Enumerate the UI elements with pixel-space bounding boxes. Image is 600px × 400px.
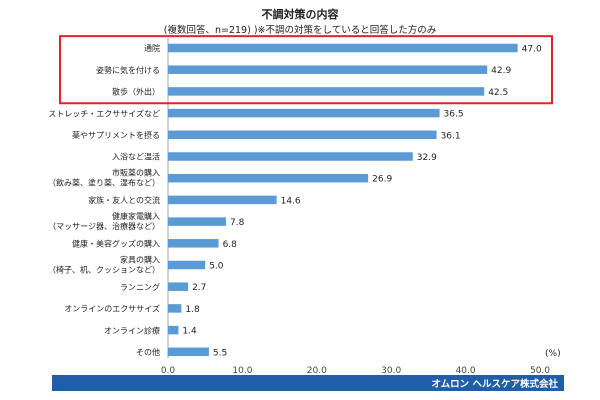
data-label: 6.8 bbox=[223, 240, 238, 250]
data-label: 36.5 bbox=[444, 110, 464, 120]
data-label: 14.6 bbox=[281, 196, 301, 206]
bar bbox=[168, 130, 437, 140]
footer-bar: オムロン ヘルスケア株式会社 bbox=[52, 375, 564, 391]
data-label: 1.4 bbox=[182, 327, 197, 337]
category-label: ストレッチ・エクササイズなど bbox=[48, 108, 160, 118]
category-label: 姿勢に気を付ける bbox=[96, 65, 160, 75]
category-label: 健康・美容グッズの購入 bbox=[72, 239, 160, 249]
category-label: 入浴など温活 bbox=[112, 152, 160, 162]
category-label: 家族・友人との交流 bbox=[88, 195, 160, 205]
category-label: オンラインのエクササイズ bbox=[64, 304, 160, 314]
category-label-sub: （椅子、机、クッションなど） bbox=[48, 265, 160, 275]
x-tick-label: 20.0 bbox=[307, 366, 327, 376]
category-label: 薬やサプリメントを摂る bbox=[72, 130, 160, 140]
bar bbox=[168, 65, 488, 74]
data-label: 47.0 bbox=[522, 45, 542, 55]
bar bbox=[168, 217, 227, 226]
x-tick-label: 50.0 bbox=[530, 366, 550, 376]
bar bbox=[168, 304, 182, 313]
category-label: その他 bbox=[136, 347, 160, 357]
data-label: 5.0 bbox=[209, 262, 224, 272]
chart-subtitle: (複数回答、n=219) )※不調の対策をしていると回答した方のみ bbox=[163, 25, 437, 36]
category-label: オンライン診療 bbox=[104, 325, 160, 335]
category-label: ランニング bbox=[120, 282, 160, 292]
company-name: オムロン ヘルスケア株式会社 bbox=[431, 379, 558, 390]
bar bbox=[168, 173, 369, 183]
x-tick-label: 10.0 bbox=[232, 366, 252, 376]
bar bbox=[168, 152, 413, 161]
chart-title: 不調対策の内容 bbox=[261, 8, 339, 21]
bar bbox=[168, 282, 189, 291]
data-label: 42.9 bbox=[491, 66, 511, 76]
data-label: 1.8 bbox=[185, 305, 200, 315]
bar bbox=[168, 87, 485, 96]
bar bbox=[168, 195, 277, 205]
category-label: 市販薬の購入 bbox=[112, 168, 160, 178]
bar bbox=[168, 260, 206, 270]
data-label: 26.9 bbox=[372, 175, 392, 185]
x-tick-label: 40.0 bbox=[456, 366, 476, 376]
bar bbox=[168, 347, 209, 357]
x-tick-label: 30.0 bbox=[381, 366, 401, 376]
data-label: 32.9 bbox=[417, 153, 437, 163]
category-label: 通院 bbox=[144, 43, 160, 53]
bar bbox=[168, 239, 219, 248]
category-label-sub: （マッサージ器、治療器など） bbox=[48, 221, 160, 231]
data-label: 2.7 bbox=[192, 283, 206, 293]
category-label-sub: （飲み薬、塗り薬、湿布など） bbox=[48, 178, 160, 188]
bar bbox=[168, 43, 518, 53]
data-label: 42.5 bbox=[488, 88, 508, 98]
category-label: 健康家電購入 bbox=[112, 211, 160, 221]
bar bbox=[168, 325, 179, 335]
category-label: 散歩（外出） bbox=[112, 87, 160, 97]
category-label: 家具の購入 bbox=[120, 255, 160, 265]
unit-label: (%) bbox=[545, 349, 561, 359]
data-label: 36.1 bbox=[441, 131, 461, 141]
x-tick-label: 0.0 bbox=[161, 366, 176, 376]
data-label: 5.5 bbox=[213, 348, 227, 358]
data-label: 7.8 bbox=[230, 218, 245, 228]
highlight-box bbox=[59, 35, 553, 105]
bar bbox=[168, 108, 440, 118]
